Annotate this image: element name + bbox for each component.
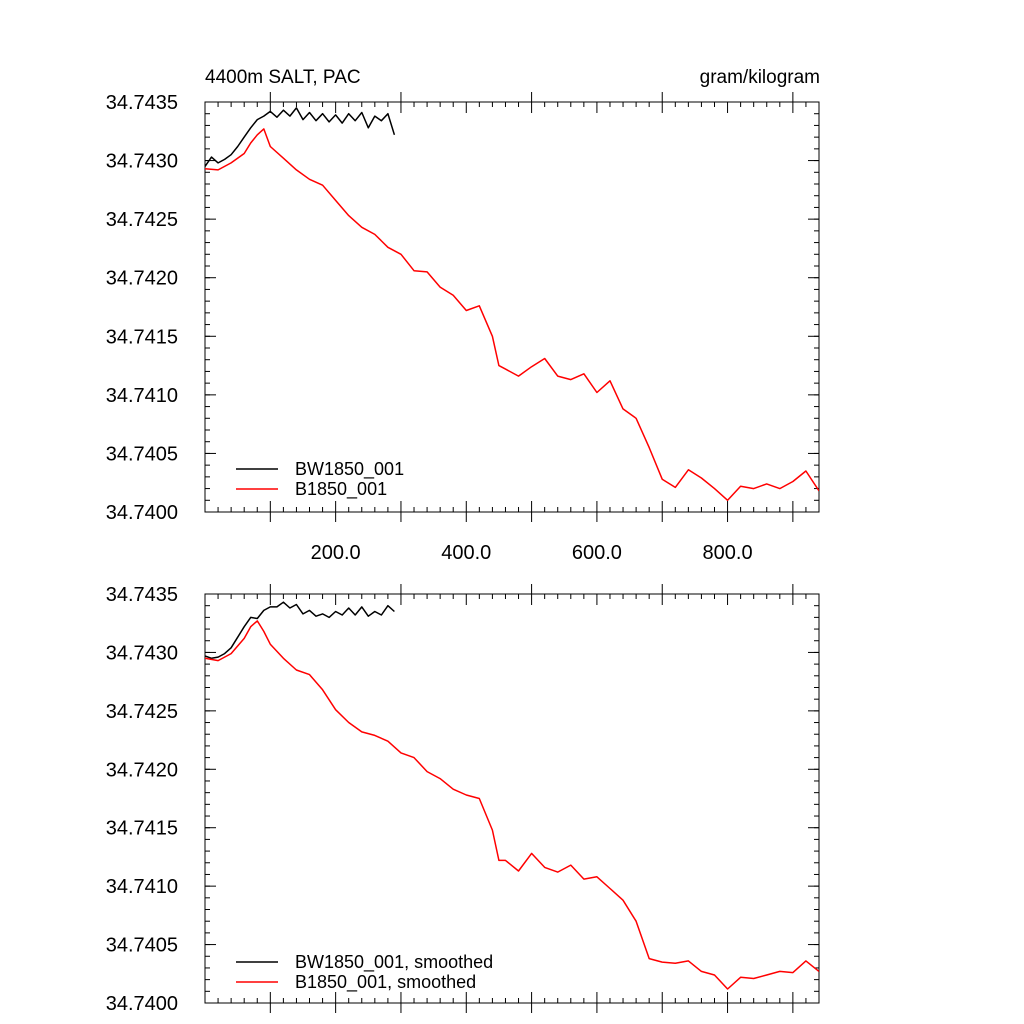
y-tick-label: 34.7405 — [106, 443, 178, 465]
series-line-bw1850 — [205, 107, 396, 167]
y-tick-label: 34.7415 — [106, 326, 178, 348]
y-tick-label: 34.7435 — [106, 584, 178, 606]
y-tick-label: 34.7410 — [106, 385, 178, 407]
y-tick-label: 34.7420 — [106, 268, 178, 290]
chart-title: 4400m SALT, PAC — [205, 67, 361, 88]
legend-label: BW1850_001, smoothed — [295, 952, 493, 973]
x-tick-label: 600.0 — [572, 542, 622, 564]
units-label: gram/kilogram — [700, 67, 820, 88]
y-tick-label: 34.7415 — [106, 818, 178, 840]
y-tick-label: 34.7430 — [106, 151, 178, 173]
x-tick-label: 400.0 — [441, 542, 491, 564]
plot-frame — [204, 593, 820, 1004]
legend-label: B1850_001, smoothed — [295, 972, 476, 993]
y-tick-label: 34.7410 — [106, 876, 178, 898]
y-tick-label: 34.7425 — [106, 701, 178, 723]
y-tick-label: 34.7430 — [106, 642, 178, 664]
series-line-bw1850 — [205, 601, 395, 660]
y-tick-label: 34.7435 — [106, 92, 178, 114]
y-tick-label: 34.7405 — [106, 935, 178, 957]
plot-frame — [204, 101, 820, 513]
legend-label: B1850_001 — [295, 479, 387, 500]
bottom-panel: 34.7400 34.7405 34.7410 34.7415 34.7420 34.74… — [106, 584, 820, 1015]
top-panel: 34.7400 34.7405 34.7410 34.7415 34.7420 34.74… — [106, 92, 820, 564]
y-tick-label: 34.7400 — [106, 502, 178, 524]
series-line-b1850 — [205, 620, 819, 990]
x-tick-label: 200.0 — [311, 542, 361, 564]
legend-label: BW1850_001 — [295, 459, 404, 480]
y-tick-label: 34.7420 — [106, 759, 178, 781]
y-tick-label: 34.7425 — [106, 209, 178, 231]
y-tick-label: 34.7400 — [106, 993, 178, 1015]
x-tick-label: 800.0 — [703, 542, 753, 564]
series-line-b1850 — [205, 128, 819, 502]
